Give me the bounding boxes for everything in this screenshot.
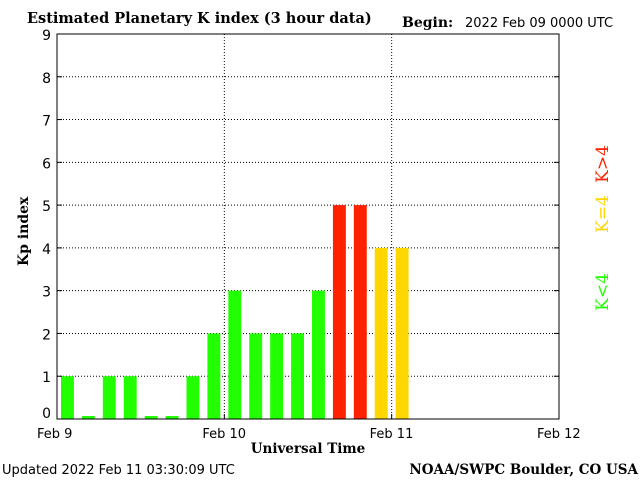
y-tick-label: 3 — [42, 285, 51, 301]
kp-bar — [353, 205, 367, 419]
y-axis-label: Kp index — [16, 196, 32, 266]
kp-bar — [165, 416, 179, 419]
legend-equal: K=4 — [593, 195, 613, 233]
kp-bar — [312, 290, 325, 419]
kp-bar — [228, 290, 242, 419]
kp-bar — [395, 247, 409, 419]
chart-title: Estimated Planetary K index (3 hour data… — [27, 10, 372, 27]
y-tick-label: 2 — [42, 327, 51, 343]
grid-lines — [57, 34, 559, 419]
kp-bar — [270, 333, 284, 419]
y-tick-label: 4 — [42, 242, 51, 258]
kp-bar — [61, 376, 74, 419]
kp-bar — [81, 416, 95, 419]
y-tick-label: 1 — [42, 370, 51, 386]
source-credit: NOAA/SWPC Boulder, CO USA — [409, 462, 638, 478]
kp-bar — [249, 333, 263, 419]
bar-series — [61, 205, 409, 419]
y-tick-label: 8 — [42, 71, 51, 87]
kp-bar — [291, 333, 304, 419]
legend-high: K>4 — [593, 145, 613, 183]
legend-low: K<4 — [593, 273, 613, 311]
y-tick-label: 7 — [42, 114, 51, 130]
y-tick-label: 0 — [42, 406, 51, 422]
kp-bar — [102, 376, 116, 419]
begin-label: Begin: — [402, 15, 453, 31]
x-axis-label: Universal Time — [251, 441, 366, 457]
kp-bar — [374, 247, 388, 419]
y-axis: 0 1 2 3 4 5 6 7 8 9 — [42, 28, 559, 422]
y-tick-label: 9 — [42, 28, 51, 44]
x-axis: Feb 9 Feb 10 Feb 11 Feb 12 — [37, 414, 581, 442]
x-tick-label: Feb 11 — [370, 427, 414, 442]
y-tick-label: 6 — [42, 156, 51, 172]
kp-bar — [332, 205, 346, 419]
x-tick-label: Feb 12 — [537, 427, 581, 442]
x-tick-label: Feb 10 — [202, 427, 246, 442]
y-tick-label: 5 — [42, 199, 51, 215]
begin-value: 2022 Feb 09 0000 UTC — [465, 16, 613, 31]
updated-timestamp: Updated 2022 Feb 11 03:30:09 UTC — [2, 463, 235, 478]
kp-bar — [207, 333, 221, 419]
plot-frame — [56, 33, 560, 420]
x-tick-label: Feb 9 — [37, 427, 72, 442]
kp-bar — [144, 416, 158, 419]
kp-bar — [186, 376, 200, 419]
kp-bar — [123, 376, 137, 419]
